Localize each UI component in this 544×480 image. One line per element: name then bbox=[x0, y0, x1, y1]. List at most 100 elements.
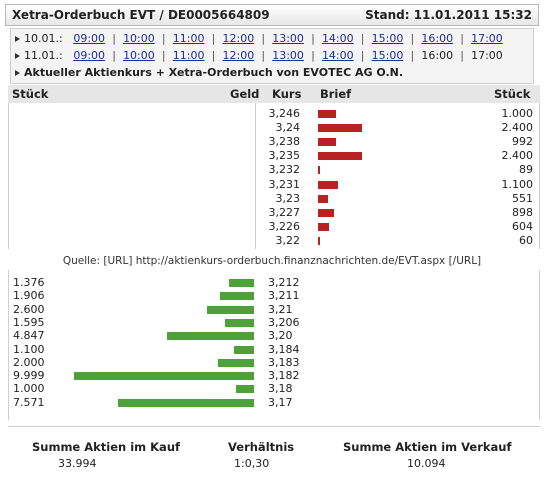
page-title: Xetra-Orderbuch EVT / DE0005664809 bbox=[12, 8, 270, 22]
time-link-1500[interactable]: 15:00 bbox=[371, 49, 404, 62]
time-link-1600[interactable]: 16:00 bbox=[421, 32, 454, 45]
separator: | bbox=[360, 49, 365, 62]
time-link-1700: 17:00 bbox=[471, 49, 503, 62]
ask-price: 3,232 bbox=[268, 163, 301, 177]
ask-bar bbox=[318, 194, 329, 203]
bid-price: 3,211 bbox=[268, 289, 300, 303]
date-selector: 10.01.: 09:00 | 10:00 | 11:00 | 12:00 | 13:00 | 14… bbox=[10, 28, 534, 84]
ask-price: 3,246 bbox=[268, 107, 301, 120]
ask-price: 3,24 bbox=[275, 121, 301, 135]
bid-bar bbox=[229, 279, 254, 287]
ask-qty: 1.000 bbox=[501, 107, 534, 120]
ask-bar bbox=[318, 208, 335, 217]
date-label: 10.01.: bbox=[24, 32, 67, 45]
bid-qty: 9.999 bbox=[13, 369, 45, 383]
time-link-1200[interactable]: 12:00 bbox=[222, 49, 255, 62]
ask-qty: 1.100 bbox=[501, 177, 534, 191]
bid-price: 3,212 bbox=[268, 276, 300, 289]
bid-bar bbox=[207, 305, 254, 314]
ask-price: 3,226 bbox=[268, 219, 301, 233]
ask-row: 3,24 2.400 bbox=[0, 121, 544, 134]
bid-price: 3,183 bbox=[268, 355, 300, 369]
bid-price: 3,18 bbox=[268, 382, 293, 396]
ask-bar bbox=[318, 166, 320, 175]
bid-bar bbox=[117, 398, 254, 407]
time-link-1500[interactable]: 15:00 bbox=[371, 32, 404, 45]
separator: | bbox=[261, 32, 266, 45]
ask-row: 3,22 60 bbox=[0, 234, 544, 247]
time-link-1600: 16:00 bbox=[421, 49, 454, 62]
bid-bar bbox=[234, 345, 254, 354]
time-link-0900[interactable]: 09:00 bbox=[73, 49, 106, 62]
time-link-0900[interactable]: 09:00 bbox=[73, 32, 106, 45]
date-row-2: 11.01.: 09:00 | 10:00 | 11:00 | 12:00 | 13:00 | 14… bbox=[15, 48, 510, 64]
bid-row: 1.000 3,18 bbox=[0, 382, 544, 395]
ratio-value: 1:0,30 bbox=[234, 457, 270, 470]
time-link-1200[interactable]: 12:00 bbox=[222, 32, 255, 45]
ask-bar bbox=[318, 222, 330, 231]
time-link-1300[interactable]: 13:00 bbox=[272, 49, 304, 62]
ask-qty: 89 bbox=[519, 163, 533, 177]
time-link-1100[interactable]: 11:00 bbox=[172, 49, 205, 62]
date-label: 11.01.: bbox=[24, 49, 67, 62]
ask-bar bbox=[318, 180, 339, 189]
bid-qty: 4.847 bbox=[13, 329, 45, 343]
col-brief: Brief bbox=[320, 87, 352, 101]
separator: | bbox=[261, 49, 266, 62]
ask-row: 3,232 89 bbox=[0, 163, 544, 176]
time-link-1300[interactable]: 13:00 bbox=[272, 32, 304, 45]
date-row-1: 10.01.: 09:00 | 10:00 | 11:00 | 12:00 | 13:00 | 14… bbox=[15, 31, 510, 47]
time-link-1000[interactable]: 10:00 bbox=[123, 49, 155, 62]
bid-bar bbox=[166, 332, 254, 341]
time-link-1000[interactable]: 10:00 bbox=[123, 32, 155, 45]
ask-price: 3,227 bbox=[268, 205, 301, 219]
bid-qty: 1.906 bbox=[13, 289, 45, 303]
bid-row: 1.376 3,212 bbox=[0, 276, 544, 289]
ask-row: 3,227 898 bbox=[0, 206, 544, 219]
triangle-right-icon bbox=[15, 53, 20, 59]
separator: | bbox=[161, 32, 166, 45]
bid-price: 3,206 bbox=[268, 315, 300, 329]
ask-qty: 992 bbox=[512, 135, 533, 149]
ask-bar bbox=[318, 124, 362, 133]
separator: | bbox=[112, 49, 116, 62]
bid-price: 3,21 bbox=[268, 302, 293, 316]
bid-row: 2.600 3,21 bbox=[0, 303, 544, 316]
time-link-1700[interactable]: 17:00 bbox=[471, 32, 503, 45]
time-link-1400[interactable]: 14:00 bbox=[321, 32, 354, 45]
ask-qty: 2.400 bbox=[501, 121, 534, 135]
current-quote-link-row[interactable]: Aktueller Aktienkurs + Xetra-Orderbuch v… bbox=[15, 65, 403, 81]
current-quote-link[interactable]: Aktueller Aktienkurs + Xetra-Orderbuch v… bbox=[24, 66, 404, 79]
bid-qty: 2.600 bbox=[13, 302, 45, 316]
bid-row: 4.847 3,20 bbox=[0, 329, 544, 342]
bid-qty: 1.000 bbox=[13, 382, 45, 396]
ask-row: 3,238 992 bbox=[0, 135, 544, 148]
triangle-right-icon bbox=[15, 70, 20, 76]
ask-qty: 898 bbox=[512, 205, 533, 219]
bid-bar bbox=[217, 358, 254, 367]
separator: | bbox=[311, 32, 315, 45]
sum-kauf-label: Summe Aktien im Kauf bbox=[32, 440, 181, 454]
ask-price: 3,23 bbox=[275, 191, 301, 205]
triangle-right-icon bbox=[15, 36, 20, 42]
sum-kauf-value: 33.994 bbox=[58, 457, 97, 470]
time-link-1100[interactable]: 11:00 bbox=[172, 32, 205, 45]
bid-price: 3,182 bbox=[268, 369, 300, 383]
separator: | bbox=[211, 32, 216, 45]
time-link-1400[interactable]: 14:00 bbox=[321, 49, 354, 62]
col-geld: Geld bbox=[230, 87, 260, 101]
bid-row: 1.595 3,206 bbox=[0, 316, 544, 329]
ask-row: 3,226 604 bbox=[0, 220, 544, 233]
ratio-label: Verhältnis bbox=[228, 440, 295, 454]
separator: | bbox=[211, 49, 216, 62]
col-kurs: Kurs bbox=[272, 87, 302, 101]
ask-row: 3,23 551 bbox=[0, 192, 544, 205]
separator: | bbox=[410, 32, 415, 45]
ask-bar bbox=[318, 110, 337, 118]
ask-qty: 60 bbox=[519, 233, 533, 247]
bid-row: 2.000 3,183 bbox=[0, 356, 544, 369]
bid-row: 7.571 3,17 bbox=[0, 396, 544, 409]
col-stueck-right: Stück bbox=[494, 87, 531, 101]
ask-row: 3,246 1.000 bbox=[0, 107, 544, 120]
title-bar: Xetra-Orderbuch EVT / DE0005664809 Stand… bbox=[5, 4, 539, 26]
